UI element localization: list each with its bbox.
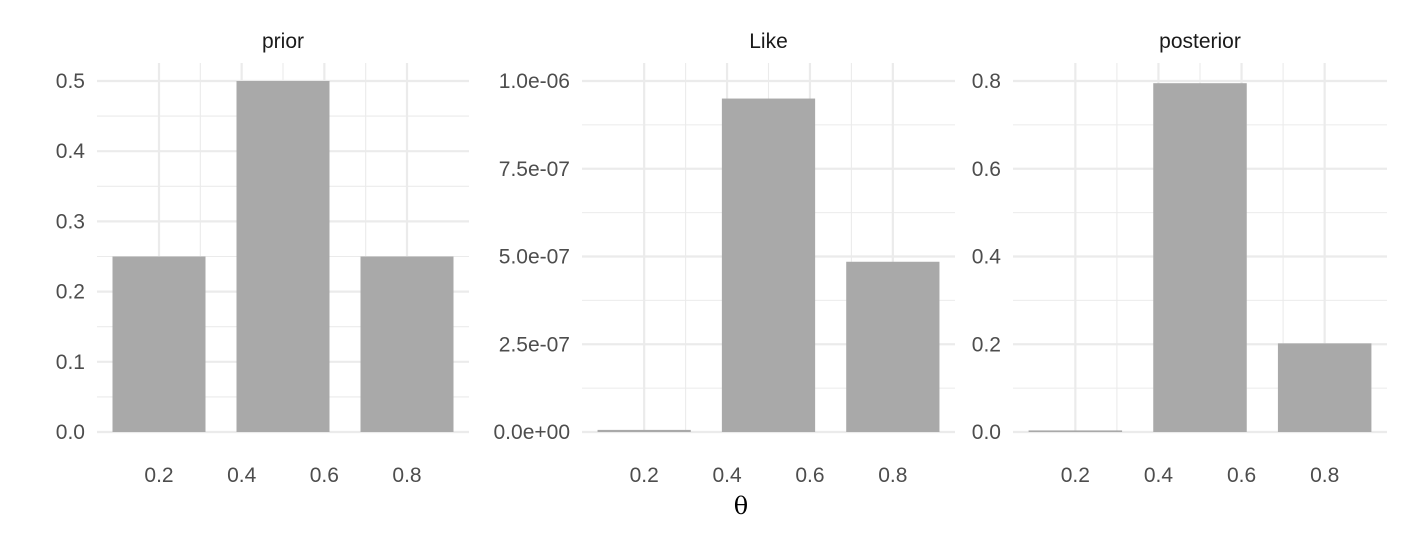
y-tick-label: 7.5e-07 bbox=[499, 158, 570, 181]
x-tick-label: 0.4 bbox=[227, 464, 257, 487]
y-tick-label: 0.2 bbox=[972, 333, 1001, 356]
y-tick-label: 0.4 bbox=[56, 140, 86, 163]
x-tick-label: 0.6 bbox=[795, 464, 824, 487]
bar bbox=[112, 256, 206, 432]
bar bbox=[597, 429, 691, 432]
bar bbox=[360, 256, 454, 432]
x-tick-label: 0.8 bbox=[878, 464, 907, 487]
y-tick-label: 0.8 bbox=[972, 70, 1001, 93]
x-tick-label: 0.4 bbox=[1144, 464, 1174, 487]
y-tick-label: 0.0 bbox=[56, 421, 85, 444]
y-tick-label: 0.0e+00 bbox=[494, 421, 571, 444]
x-tick-label: 0.6 bbox=[310, 464, 339, 487]
x-tick-label: 0.2 bbox=[1061, 464, 1090, 487]
y-tick-label: 0.5 bbox=[56, 70, 85, 93]
x-tick-label: 0.2 bbox=[630, 464, 659, 487]
bar bbox=[236, 81, 330, 432]
bar bbox=[721, 98, 816, 433]
panel-title: Like bbox=[749, 30, 788, 53]
panel-prior: prior 0.0 0.1 0.2 0.3 0.4 0.5 0.2 0.4 0.6 0.8 bbox=[56, 30, 469, 487]
y-tick-label: 0.1 bbox=[56, 351, 85, 374]
y-tick-label: 1.0e-06 bbox=[499, 70, 570, 93]
panel-posterior: posterior 0.0 0.2 0.4 0.6 0.8 0.2 0.4 0.6 0.8 bbox=[972, 30, 1387, 487]
y-tick-label: 2.5e-07 bbox=[499, 333, 570, 356]
bar bbox=[1277, 343, 1372, 432]
y-tick-label: 0.3 bbox=[56, 210, 85, 233]
x-tick-label: 0.8 bbox=[1310, 464, 1339, 487]
panels-layer: prior 0.0 0.1 0.2 0.3 0.4 0.5 0.2 0.4 0.6 0.8 Like 0… bbox=[56, 30, 1387, 487]
panel-like: Like 0.0e+00 2.5e-07 5.0e-07 7.5e-07 1.0e-06 0… bbox=[494, 30, 955, 487]
bar bbox=[846, 261, 940, 432]
y-tick-label: 0.4 bbox=[972, 246, 1002, 269]
x-tick-label: 0.8 bbox=[392, 464, 421, 487]
y-tick-label: 5.0e-07 bbox=[499, 246, 570, 269]
bar bbox=[1028, 430, 1123, 432]
panel-title: posterior bbox=[1159, 30, 1241, 53]
y-tick-label: 0.6 bbox=[972, 158, 1001, 181]
x-tick-label: 0.2 bbox=[144, 464, 173, 487]
x-axis-title: θ bbox=[734, 492, 748, 520]
bar bbox=[1153, 83, 1247, 432]
y-tick-label: 0.2 bbox=[56, 281, 85, 304]
x-tick-label: 0.4 bbox=[712, 464, 742, 487]
panel-title: prior bbox=[262, 30, 304, 53]
y-tick-label: 0.0 bbox=[972, 421, 1001, 444]
x-tick-label: 0.6 bbox=[1227, 464, 1256, 487]
